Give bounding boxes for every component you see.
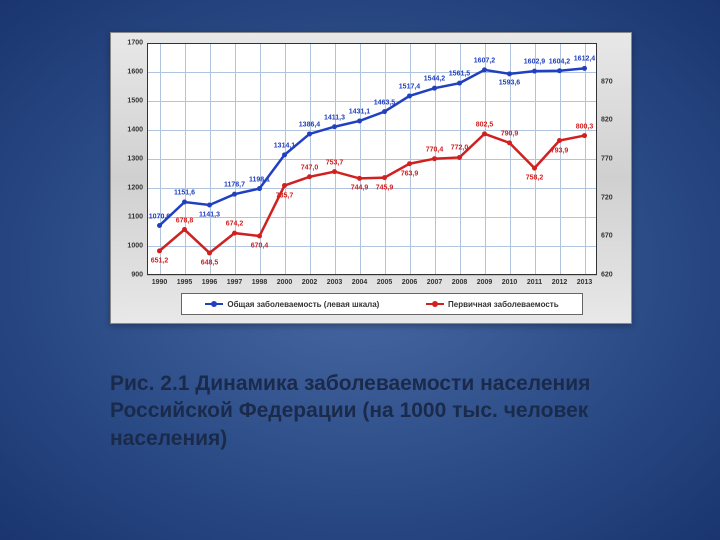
data-label: 772,0: [451, 145, 469, 152]
y-left-tick-label: 1300: [113, 156, 143, 163]
legend: Общая заболеваемость (левая шкала) Перви…: [181, 293, 583, 315]
y-right-tick-label: 620: [601, 272, 631, 279]
x-tick-label: 2013: [572, 279, 598, 286]
x-tick-label: 1990: [147, 279, 173, 286]
data-label: 674,2: [226, 221, 244, 228]
y-right-tick-label: 670: [601, 233, 631, 240]
data-label: 670,4: [251, 243, 269, 250]
data-label: 651,2: [151, 257, 169, 264]
x-tick-label: 2008: [447, 279, 473, 286]
data-label: 800,3: [576, 123, 594, 130]
y-left-tick-label: 1200: [113, 185, 143, 192]
x-tick-label: 2005: [372, 279, 398, 286]
data-label: 678,8: [176, 217, 194, 224]
data-label: 753,7: [326, 159, 344, 166]
chart-card: 900 1000 1100 1200 1300 1400 1500 1600 1700 620 67…: [110, 32, 632, 324]
x-tick-label: 2011: [522, 279, 548, 286]
y-right-tick-label: 720: [601, 194, 631, 201]
data-label: 648,5: [201, 259, 219, 266]
y-left-tick-label: 900: [113, 272, 143, 279]
data-label: 763,9: [401, 170, 419, 177]
x-tick-label: 1995: [172, 279, 198, 286]
x-tick-label: 1997: [222, 279, 248, 286]
x-tick-label: 2000: [272, 279, 298, 286]
y-right-tick-label: 870: [601, 78, 631, 85]
y-left-tick-label: 1100: [113, 214, 143, 221]
plot-area: 9001000110012001300140015001600170062067…: [147, 43, 597, 275]
legend-item-series-2: Первичная заболеваемость: [426, 300, 559, 309]
y-left-tick-label: 1000: [113, 243, 143, 250]
legend-label-1: Общая заболеваемость (левая шкала): [227, 300, 379, 309]
data-label: 747,0: [301, 164, 319, 171]
y-left-tick-label: 1700: [113, 40, 143, 47]
data-label: 744,9: [351, 185, 369, 192]
x-tick-label: 2003: [322, 279, 348, 286]
data-label: 758,2: [526, 175, 544, 182]
x-tick-label: 1996: [197, 279, 223, 286]
data-label: 745,9: [376, 184, 394, 191]
x-tick-label: 2007: [422, 279, 448, 286]
legend-item-series-1: Общая заболеваемость (левая шкала): [205, 300, 379, 309]
legend-label-2: Первичная заболеваемость: [448, 300, 559, 309]
x-tick-label: 2002: [297, 279, 323, 286]
x-tick-label: 2012: [547, 279, 573, 286]
y-left-tick-label: 1500: [113, 98, 143, 105]
data-label: 802,5: [476, 121, 494, 128]
x-tick-label: 2009: [472, 279, 498, 286]
y-right-tick-label: 770: [601, 156, 631, 163]
data-label: 735,7: [276, 192, 294, 199]
x-tick-label: 2010: [497, 279, 523, 286]
data-label: 790,9: [501, 130, 519, 137]
x-tick-label: 2006: [397, 279, 423, 286]
data-label: 793,9: [551, 147, 569, 154]
series-line-primary: [147, 43, 597, 275]
legend-swatch-icon: [426, 303, 444, 305]
x-tick-label: 1998: [247, 279, 273, 286]
legend-swatch-icon: [205, 303, 223, 305]
y-right-tick-label: 820: [601, 117, 631, 124]
y-left-tick-label: 1400: [113, 127, 143, 134]
x-tick-label: 2004: [347, 279, 373, 286]
figure-caption: Рис. 2.1 Динамика заболеваемости населен…: [110, 370, 630, 452]
y-left-tick-label: 1600: [113, 69, 143, 76]
data-label: 770,4: [426, 146, 444, 153]
